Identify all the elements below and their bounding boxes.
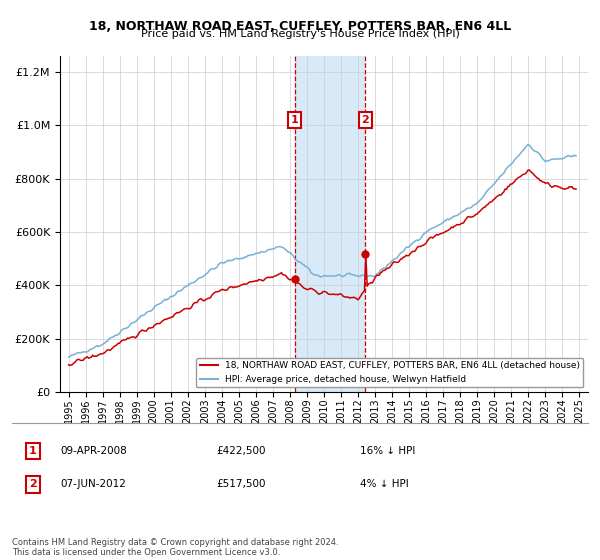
Text: £517,500: £517,500 bbox=[216, 479, 265, 489]
Text: Contains HM Land Registry data © Crown copyright and database right 2024.
This d: Contains HM Land Registry data © Crown c… bbox=[12, 538, 338, 557]
Text: 2: 2 bbox=[29, 479, 37, 489]
Text: £422,500: £422,500 bbox=[216, 446, 265, 456]
Text: 16% ↓ HPI: 16% ↓ HPI bbox=[360, 446, 415, 456]
Text: 09-APR-2008: 09-APR-2008 bbox=[60, 446, 127, 456]
Text: 18, NORTHAW ROAD EAST, CUFFLEY, POTTERS BAR, EN6 4LL: 18, NORTHAW ROAD EAST, CUFFLEY, POTTERS … bbox=[89, 20, 511, 32]
Text: 4% ↓ HPI: 4% ↓ HPI bbox=[360, 479, 409, 489]
Text: 07-JUN-2012: 07-JUN-2012 bbox=[60, 479, 126, 489]
Text: 1: 1 bbox=[29, 446, 37, 456]
Text: 1: 1 bbox=[290, 115, 298, 125]
Bar bbox=[295, 56, 365, 392]
Legend: 18, NORTHAW ROAD EAST, CUFFLEY, POTTERS BAR, EN6 4LL (detached house), HPI: Aver: 18, NORTHAW ROAD EAST, CUFFLEY, POTTERS … bbox=[196, 358, 583, 388]
Text: 2: 2 bbox=[362, 115, 369, 125]
Text: Price paid vs. HM Land Registry's House Price Index (HPI): Price paid vs. HM Land Registry's House … bbox=[140, 29, 460, 39]
